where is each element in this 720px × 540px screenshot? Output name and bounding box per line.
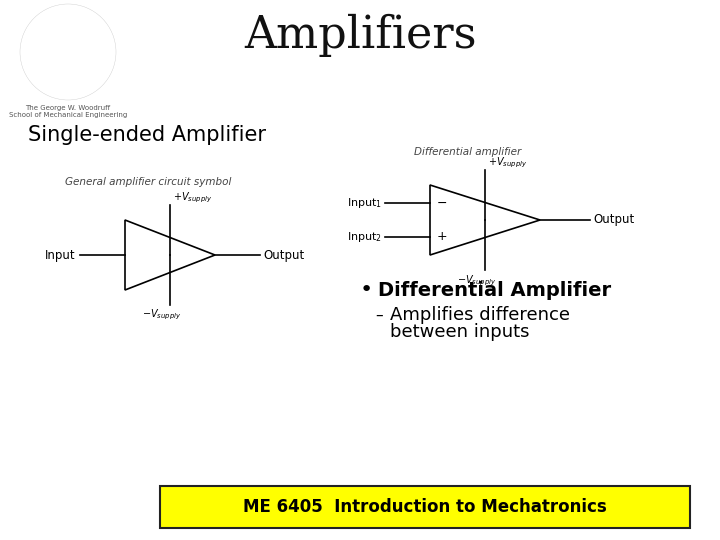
Text: •: •: [360, 280, 373, 300]
Text: Differential Amplifier: Differential Amplifier: [378, 280, 611, 300]
Text: Input$_1$: Input$_1$: [347, 196, 382, 210]
Text: Output: Output: [263, 248, 305, 261]
Bar: [160, 486, 690, 528]
Text: $+V_{supply}$: $+V_{supply}$: [488, 156, 527, 170]
Text: General amplifier circuit symbol: General amplifier circuit symbol: [65, 177, 231, 187]
Text: The George W. Woodruff: The George W. Woodruff: [25, 105, 111, 111]
Text: Input$_2$: Input$_2$: [347, 230, 382, 244]
Text: Output: Output: [593, 213, 634, 226]
Text: School of Mechanical Engineering: School of Mechanical Engineering: [9, 112, 127, 118]
Text: Amplifiers: Amplifiers: [244, 14, 476, 57]
Text: +: +: [437, 231, 447, 244]
Text: Single-ended Amplifier: Single-ended Amplifier: [28, 125, 266, 145]
Text: between inputs: between inputs: [390, 323, 529, 341]
Text: Differential amplifier: Differential amplifier: [415, 147, 521, 157]
Text: −: −: [437, 197, 447, 210]
Text: $-V_{supply}$: $-V_{supply}$: [142, 308, 181, 322]
Text: Input: Input: [45, 248, 76, 261]
Text: Amplifies difference: Amplifies difference: [390, 306, 570, 324]
Text: $+V_{supply}$: $+V_{supply}$: [173, 191, 212, 205]
Text: $-V_{supply}$: $-V_{supply}$: [457, 274, 496, 288]
Text: ME 6405  Introduction to Mechatronics: ME 6405 Introduction to Mechatronics: [243, 498, 607, 516]
Text: –: –: [375, 307, 382, 322]
